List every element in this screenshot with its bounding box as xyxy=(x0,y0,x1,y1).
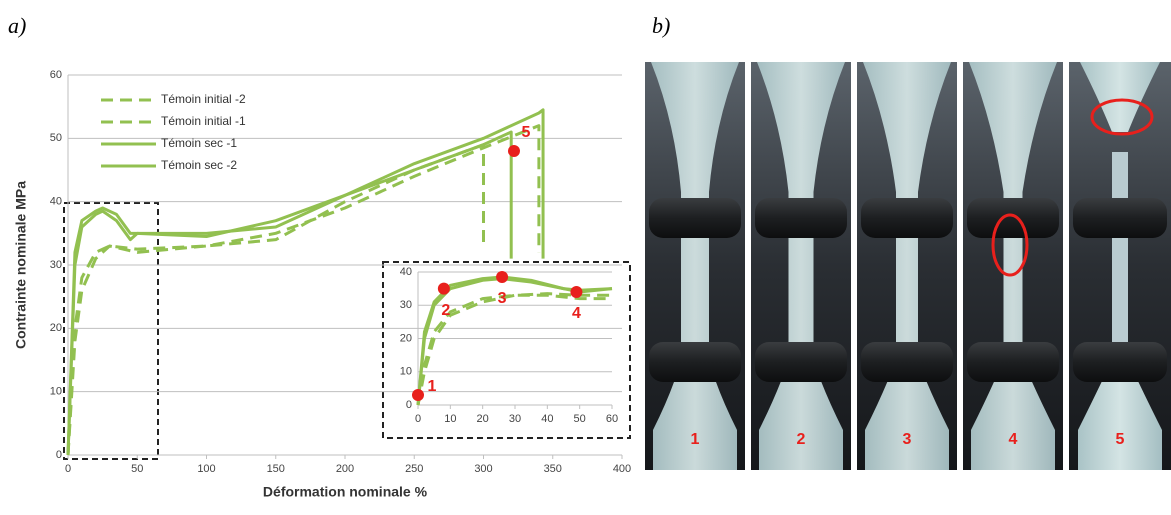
photo-label: 2 xyxy=(797,431,806,448)
grip xyxy=(967,342,1059,382)
x-tick-label: 100 xyxy=(197,463,215,475)
x-tick-label: 0 xyxy=(415,413,421,425)
y-tick-label: 10 xyxy=(50,386,62,398)
y-tick-label: 0 xyxy=(56,449,62,461)
series-line xyxy=(416,293,612,406)
panel-label: a) xyxy=(8,13,26,38)
marker xyxy=(507,145,520,157)
point-label: 5 xyxy=(522,124,531,141)
y-tick-label: 40 xyxy=(50,196,62,208)
specimen xyxy=(651,62,739,470)
grip xyxy=(755,342,847,382)
photo-label: 3 xyxy=(903,431,912,448)
photo-label: 1 xyxy=(691,431,700,448)
highlight xyxy=(1090,98,1154,136)
y-tick-label: 10 xyxy=(400,366,412,378)
y-tick-label: 60 xyxy=(50,69,62,81)
grip xyxy=(967,198,1059,238)
panel-label: b) xyxy=(652,13,670,38)
y-tick-label: 20 xyxy=(50,322,62,334)
marker xyxy=(570,285,583,298)
point-label: 2 xyxy=(441,302,450,319)
specimen-top xyxy=(1080,62,1160,132)
grip xyxy=(755,198,847,238)
x-tick-label: 60 xyxy=(606,413,618,425)
point-label: 3 xyxy=(498,290,507,307)
legend-label: Témoin initial -2 xyxy=(161,92,246,106)
grip xyxy=(861,198,953,238)
specimen xyxy=(863,62,951,470)
grip xyxy=(649,342,741,382)
x-tick-label: 250 xyxy=(405,463,423,475)
point-label: 4 xyxy=(572,305,581,322)
grip xyxy=(1073,198,1167,238)
series-line xyxy=(66,108,545,456)
y-tick-label: 0 xyxy=(406,399,412,411)
x-tick-label: 40 xyxy=(541,413,553,425)
specimen xyxy=(757,62,845,470)
x-tick-label: 20 xyxy=(477,413,489,425)
legend-label: Témoin sec -1 xyxy=(161,136,237,150)
marker xyxy=(437,282,450,295)
photo-label: 5 xyxy=(1116,431,1125,448)
x-tick-label: 50 xyxy=(131,463,143,475)
grip xyxy=(1073,342,1167,382)
y-axis-label: Contrainte nominale MPa xyxy=(13,181,29,349)
y-tick-label: 50 xyxy=(50,132,62,144)
series-line xyxy=(416,292,612,406)
x-tick-label: 30 xyxy=(509,413,521,425)
x-tick-label: 0 xyxy=(65,463,71,475)
y-tick-label: 20 xyxy=(400,332,412,344)
x-tick-label: 150 xyxy=(267,463,285,475)
y-tick-label: 40 xyxy=(400,266,412,278)
zoom-box xyxy=(63,202,159,460)
x-tick-label: 350 xyxy=(544,463,562,475)
y-tick-label: 30 xyxy=(50,259,62,271)
grip xyxy=(649,198,741,238)
photo-label: 4 xyxy=(1009,431,1018,448)
x-tick-label: 200 xyxy=(336,463,354,475)
specimen xyxy=(969,62,1057,470)
x-tick-label: 300 xyxy=(474,463,492,475)
x-tick-label: 10 xyxy=(444,413,456,425)
highlight xyxy=(991,213,1029,277)
x-tick-label: 50 xyxy=(574,413,586,425)
x-axis-label: Déformation nominale % xyxy=(263,484,428,500)
legend-label: Témoin initial -1 xyxy=(161,114,246,128)
marker xyxy=(412,389,424,402)
y-tick-label: 30 xyxy=(400,299,412,311)
point-label: 1 xyxy=(428,378,437,395)
marker xyxy=(496,270,509,283)
legend-label: Témoin sec -2 xyxy=(161,158,237,172)
grip xyxy=(861,342,953,382)
specimen-bottom xyxy=(1078,360,1162,470)
series-line xyxy=(66,124,541,456)
x-tick-label: 400 xyxy=(613,463,631,475)
photo-strip: 1 2 3 4 5 xyxy=(645,62,1171,470)
